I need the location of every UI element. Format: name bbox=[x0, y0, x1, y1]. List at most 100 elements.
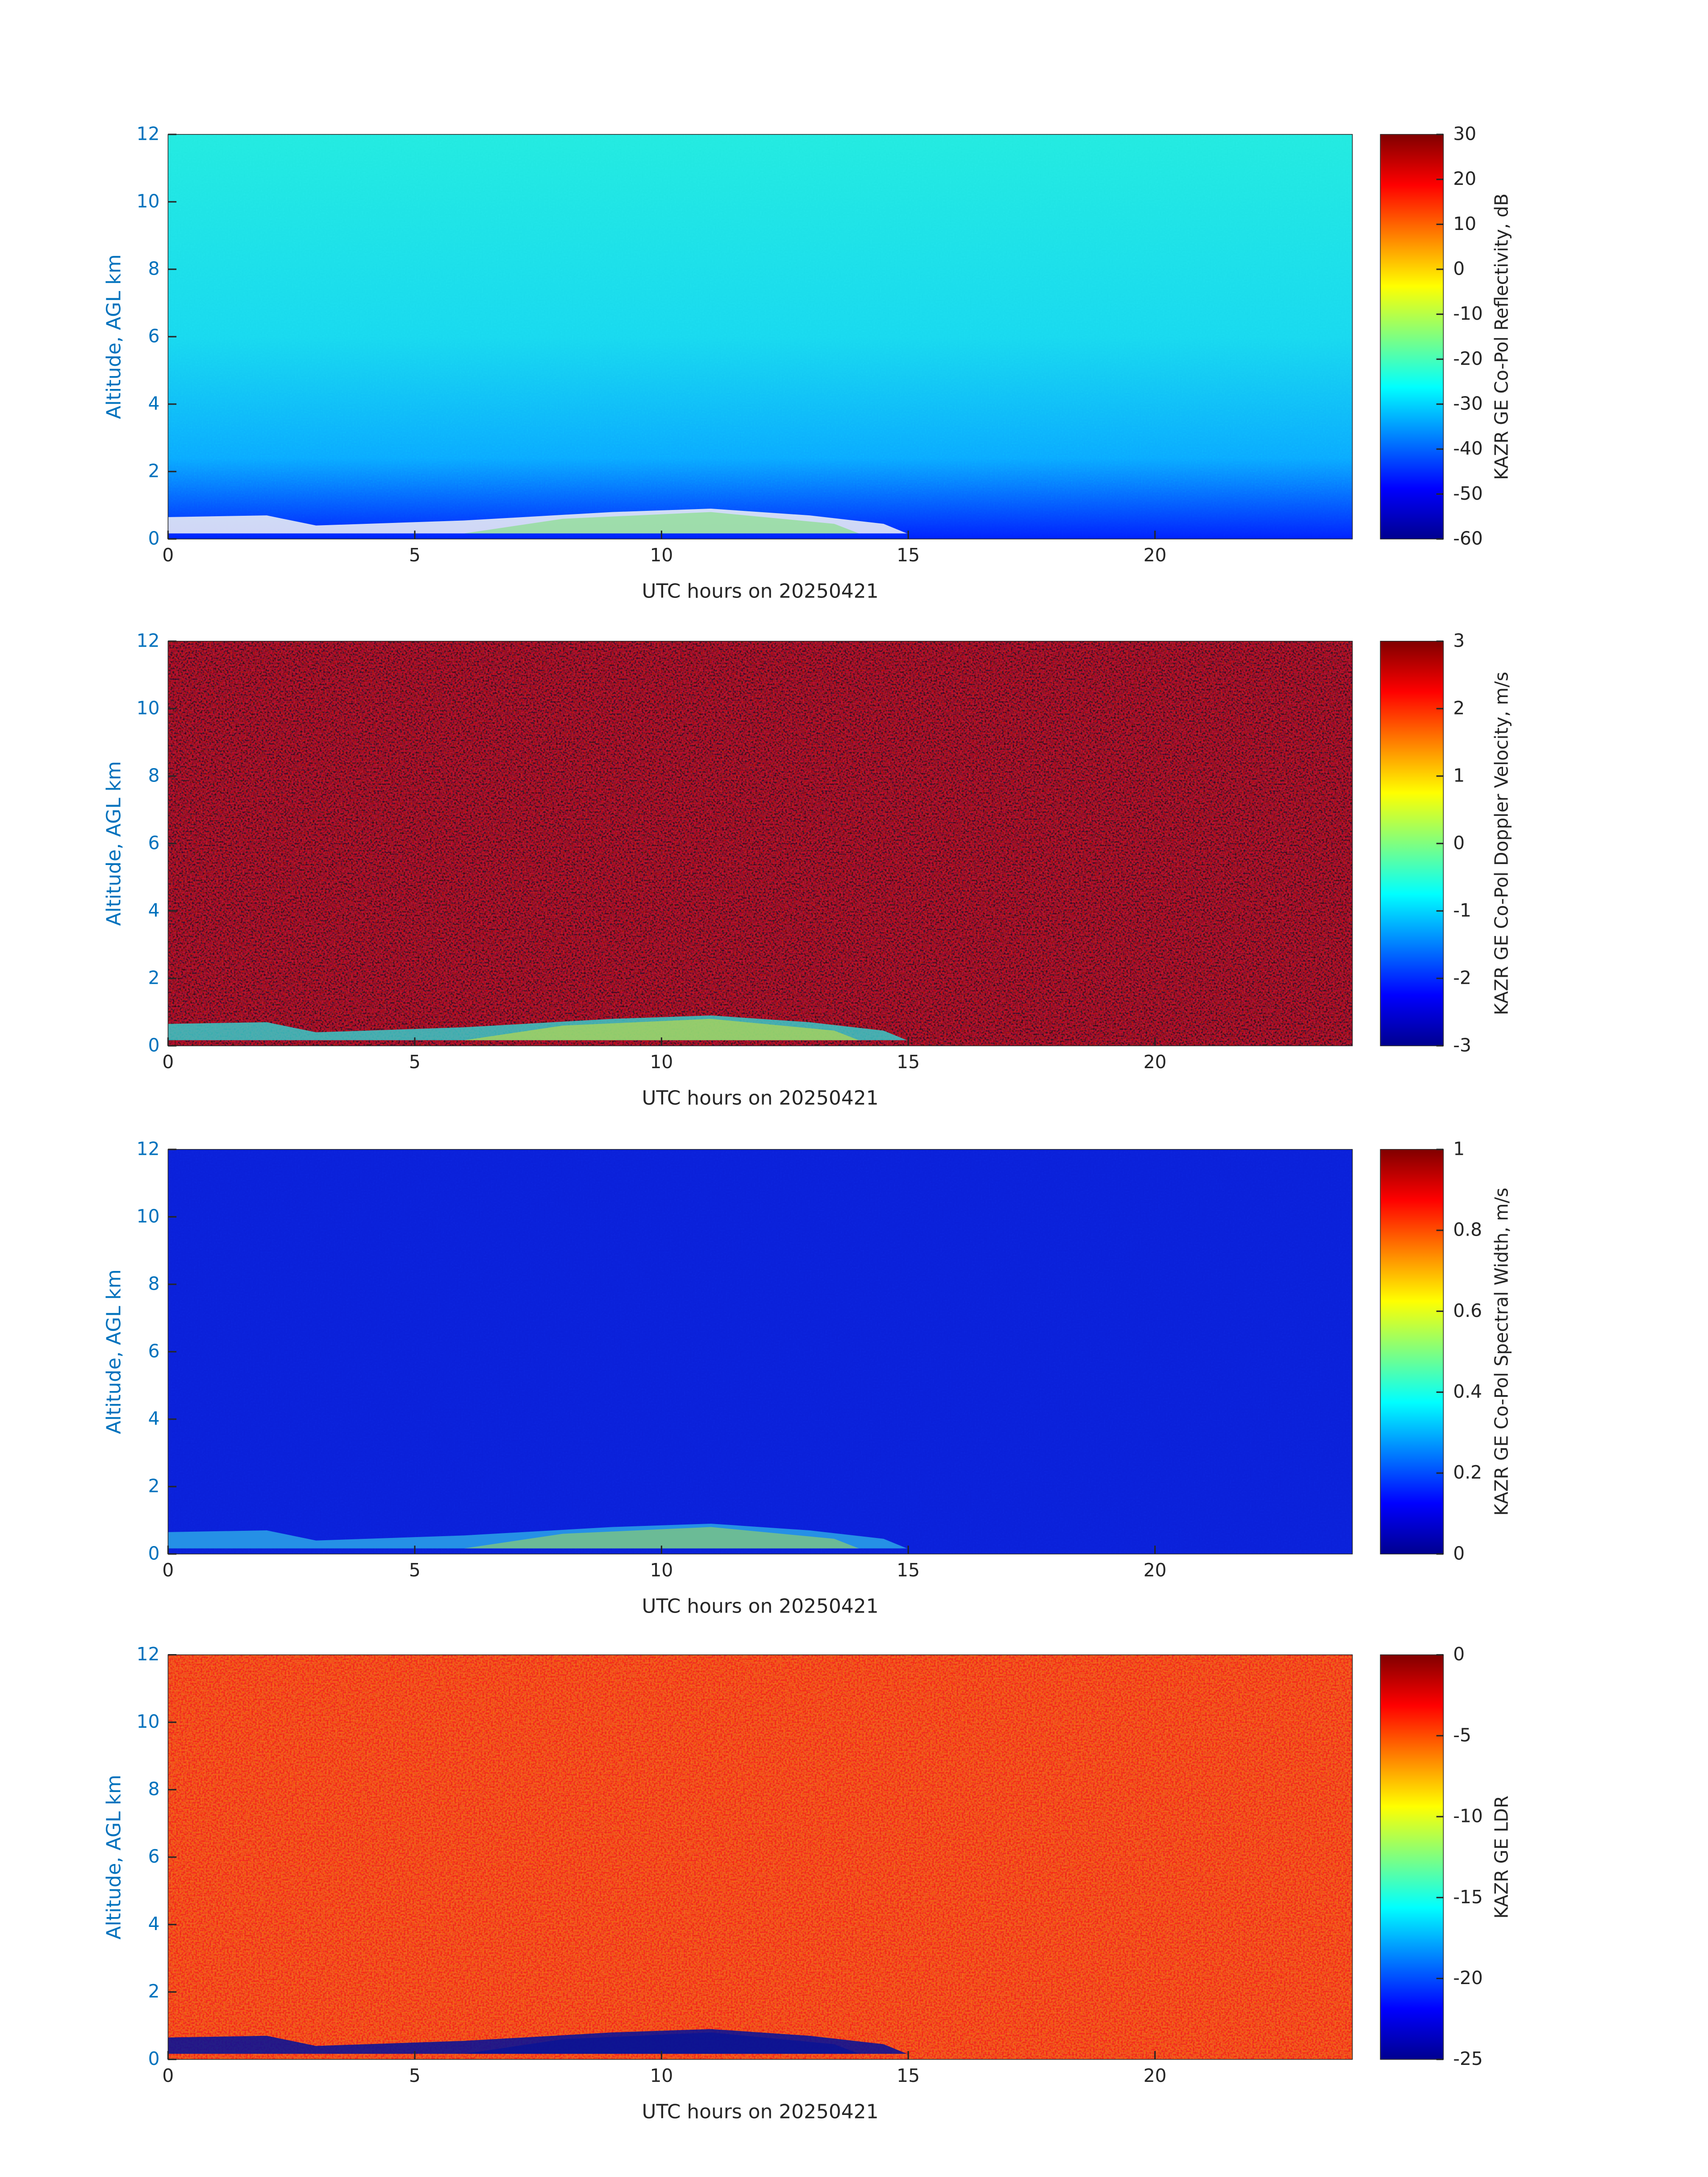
y-tick-label: 4 bbox=[148, 899, 160, 921]
x-tick-label: 0 bbox=[162, 2065, 174, 2086]
y-tick-label: 4 bbox=[148, 1913, 160, 1935]
colorbar-tick-label: 0.2 bbox=[1453, 1462, 1482, 1483]
x-tick-label: 0 bbox=[162, 544, 174, 566]
colorbar-tick-label: -20 bbox=[1453, 1967, 1483, 1989]
colorbar-tick-label: -10 bbox=[1453, 1805, 1483, 1827]
y-tick-label: 2 bbox=[148, 967, 160, 988]
colorbar-tick-label: -10 bbox=[1453, 303, 1483, 324]
x-axis-label: UTC hours on 20250421 bbox=[642, 1595, 878, 1618]
colorbar bbox=[1380, 134, 1444, 539]
colorbar-tick-label: 0 bbox=[1453, 1643, 1465, 1665]
y-tick-label: 6 bbox=[148, 1846, 160, 1867]
colorbar-tick-label: -5 bbox=[1453, 1724, 1471, 1746]
y-tick-label: 10 bbox=[137, 697, 160, 719]
colorbar-tick-label: -25 bbox=[1453, 2048, 1483, 2069]
y-tick-label: 2 bbox=[148, 460, 160, 482]
colorbar-label: KAZR GE Co-Pol Doppler Velocity, m/s bbox=[1491, 672, 1512, 1015]
colorbar-tick-label: -3 bbox=[1453, 1034, 1471, 1056]
x-tick-label: 10 bbox=[650, 1559, 673, 1581]
colorbar-tick-label: 0 bbox=[1453, 258, 1465, 280]
colorbar-tick-label: 0 bbox=[1453, 832, 1465, 853]
x-tick-label: 5 bbox=[409, 2065, 421, 2086]
x-tick-label: 20 bbox=[1144, 2065, 1167, 2086]
x-tick-label: 0 bbox=[162, 1051, 174, 1073]
colorbar bbox=[1380, 1654, 1444, 2060]
colorbar-tick-label: -50 bbox=[1453, 483, 1483, 504]
y-tick-label: 8 bbox=[148, 1778, 160, 1800]
y-tick-label: 6 bbox=[148, 832, 160, 853]
x-tick-label: 10 bbox=[650, 544, 673, 566]
y-tick-label: 10 bbox=[137, 1205, 160, 1227]
colorbar-tick-label: 30 bbox=[1453, 123, 1476, 145]
y-tick-label: 12 bbox=[137, 1643, 160, 1665]
y-tick-label: 4 bbox=[148, 393, 160, 414]
x-axis-label: UTC hours on 20250421 bbox=[642, 580, 878, 603]
colorbar-tick-label: -20 bbox=[1453, 348, 1483, 369]
colorbar-tick-label: -60 bbox=[1453, 528, 1483, 549]
y-tick-label: 2 bbox=[148, 1981, 160, 2002]
y-tick-label: 8 bbox=[148, 765, 160, 786]
x-tick-label: 5 bbox=[409, 1051, 421, 1073]
colorbar-tick-label: 0 bbox=[1453, 1542, 1465, 1564]
colorbar-tick-label: -15 bbox=[1453, 1886, 1483, 1908]
x-tick-label: 15 bbox=[897, 544, 920, 566]
colorbar-tick-label: 0.6 bbox=[1453, 1300, 1482, 1321]
x-tick-label: 15 bbox=[897, 1559, 920, 1581]
y-tick-label: 10 bbox=[137, 191, 160, 212]
y-tick-label: 0 bbox=[148, 2048, 160, 2069]
cloud-core bbox=[464, 1019, 859, 1040]
cloud-core bbox=[464, 1527, 859, 1549]
x-tick-label: 20 bbox=[1144, 1051, 1167, 1073]
x-tick-label: 20 bbox=[1144, 544, 1167, 566]
y-tick-label: 12 bbox=[137, 630, 160, 651]
x-tick-label: 10 bbox=[650, 1051, 673, 1073]
cloud-core bbox=[464, 2032, 859, 2054]
x-tick-label: 5 bbox=[409, 544, 421, 566]
colorbar-label: KAZR GE LDR bbox=[1491, 1796, 1512, 1919]
colorbar-tick-label: 3 bbox=[1453, 630, 1465, 651]
y-tick-label: 8 bbox=[148, 258, 160, 280]
x-axis-label: UTC hours on 20250421 bbox=[642, 2100, 878, 2123]
colorbar-tick-label: -1 bbox=[1453, 899, 1471, 921]
y-tick-label: 6 bbox=[148, 326, 160, 347]
y-axis-label: Altitude, AGL km bbox=[103, 254, 125, 419]
colorbar-tick-label: -30 bbox=[1453, 393, 1483, 414]
colorbar-tick-label: -40 bbox=[1453, 438, 1483, 459]
y-tick-label: 8 bbox=[148, 1273, 160, 1294]
x-tick-label: 15 bbox=[897, 2065, 920, 2086]
x-axis-label: UTC hours on 20250421 bbox=[642, 1087, 878, 1110]
y-tick-label: 4 bbox=[148, 1408, 160, 1429]
y-tick-label: 12 bbox=[137, 1138, 160, 1159]
colorbar bbox=[1380, 1149, 1444, 1554]
y-tick-label: 12 bbox=[137, 123, 160, 145]
y-axis-label: Altitude, AGL km bbox=[103, 1775, 125, 1939]
y-axis-label: Altitude, AGL km bbox=[103, 1269, 125, 1434]
colorbar-tick-label: 10 bbox=[1453, 213, 1476, 234]
field-noise bbox=[168, 1655, 1353, 2060]
y-tick-label: 10 bbox=[137, 1711, 160, 1732]
colorbar-tick-label: 2 bbox=[1453, 697, 1465, 719]
field-noise bbox=[168, 134, 1353, 539]
colorbar bbox=[1380, 641, 1444, 1046]
x-tick-label: 20 bbox=[1144, 1559, 1167, 1581]
colorbar-tick-label: 0.8 bbox=[1453, 1219, 1482, 1241]
colorbar-tick-label: 0.4 bbox=[1453, 1381, 1482, 1402]
x-tick-label: 0 bbox=[162, 1559, 174, 1581]
colorbar-tick-label: -2 bbox=[1453, 967, 1471, 988]
field-noise bbox=[168, 1149, 1353, 1554]
y-tick-label: 6 bbox=[148, 1340, 160, 1362]
colorbar-label: KAZR GE Co-Pol Spectral Width, m/s bbox=[1491, 1188, 1512, 1516]
field-noise bbox=[168, 641, 1353, 1046]
x-tick-label: 5 bbox=[409, 1559, 421, 1581]
colorbar-label: KAZR GE Co-Pol Reflectivity, dB bbox=[1491, 193, 1512, 480]
y-tick-label: 0 bbox=[148, 1542, 160, 1564]
y-tick-label: 0 bbox=[148, 1034, 160, 1056]
y-axis-label: Altitude, AGL km bbox=[103, 761, 125, 926]
x-tick-label: 15 bbox=[897, 1051, 920, 1073]
y-tick-label: 0 bbox=[148, 528, 160, 549]
cloud-core bbox=[464, 512, 859, 534]
colorbar-tick-label: 20 bbox=[1453, 168, 1476, 189]
x-tick-label: 10 bbox=[650, 2065, 673, 2086]
